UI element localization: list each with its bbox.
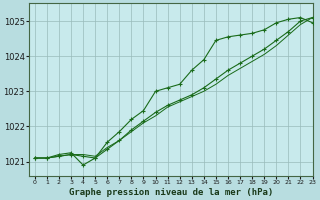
X-axis label: Graphe pression niveau de la mer (hPa): Graphe pression niveau de la mer (hPa) bbox=[68, 188, 273, 197]
